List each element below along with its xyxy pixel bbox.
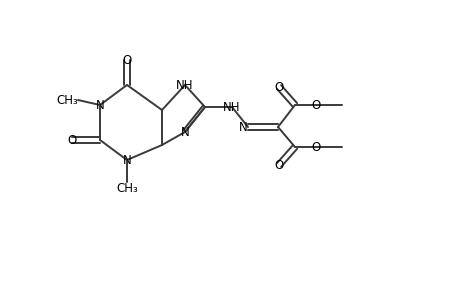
Text: N: N (180, 125, 189, 139)
Text: N: N (95, 98, 104, 112)
Text: NH: NH (223, 100, 240, 113)
Text: O: O (122, 53, 131, 67)
Text: O: O (274, 80, 283, 94)
Text: CH₃: CH₃ (116, 182, 138, 195)
Text: O: O (311, 98, 320, 112)
Text: N: N (123, 154, 131, 166)
Text: N: N (239, 121, 247, 134)
Text: O: O (274, 158, 283, 172)
Text: NH: NH (176, 79, 193, 92)
Text: O: O (311, 140, 320, 154)
Text: CH₃: CH₃ (56, 94, 78, 106)
Text: O: O (67, 134, 77, 146)
